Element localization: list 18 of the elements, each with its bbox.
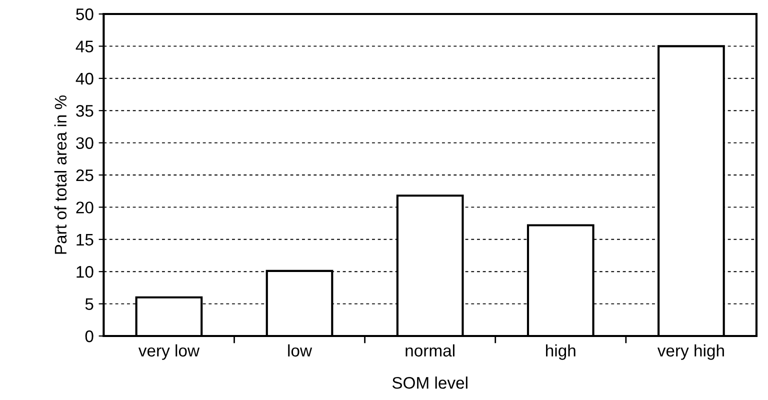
y-tick-label: 50 [76,8,94,20]
y-tick-label: 25 [76,169,94,182]
y-tick-label: 30 [76,137,94,150]
y-tick-label: 45 [76,40,94,52]
x-tick-label: normal [406,344,454,357]
y-tick-label: 40 [76,72,94,85]
y-tick-label: 15 [76,234,94,246]
y-tick-label: 10 [76,266,94,278]
y-tick-label: 20 [76,202,94,214]
x-tick-label: high [546,344,576,360]
y-tick-label: 35 [76,105,94,117]
y-tick-label: 0 [85,330,94,342]
x-tick-label: low [288,344,312,357]
x-tick-label: very high [657,344,724,360]
y-axis-title: Part of total area in % [54,95,67,254]
x-tick-label: very low [138,344,200,360]
y-tick-label: 5 [85,298,94,310]
x-axis-title: SOM level [392,376,468,389]
